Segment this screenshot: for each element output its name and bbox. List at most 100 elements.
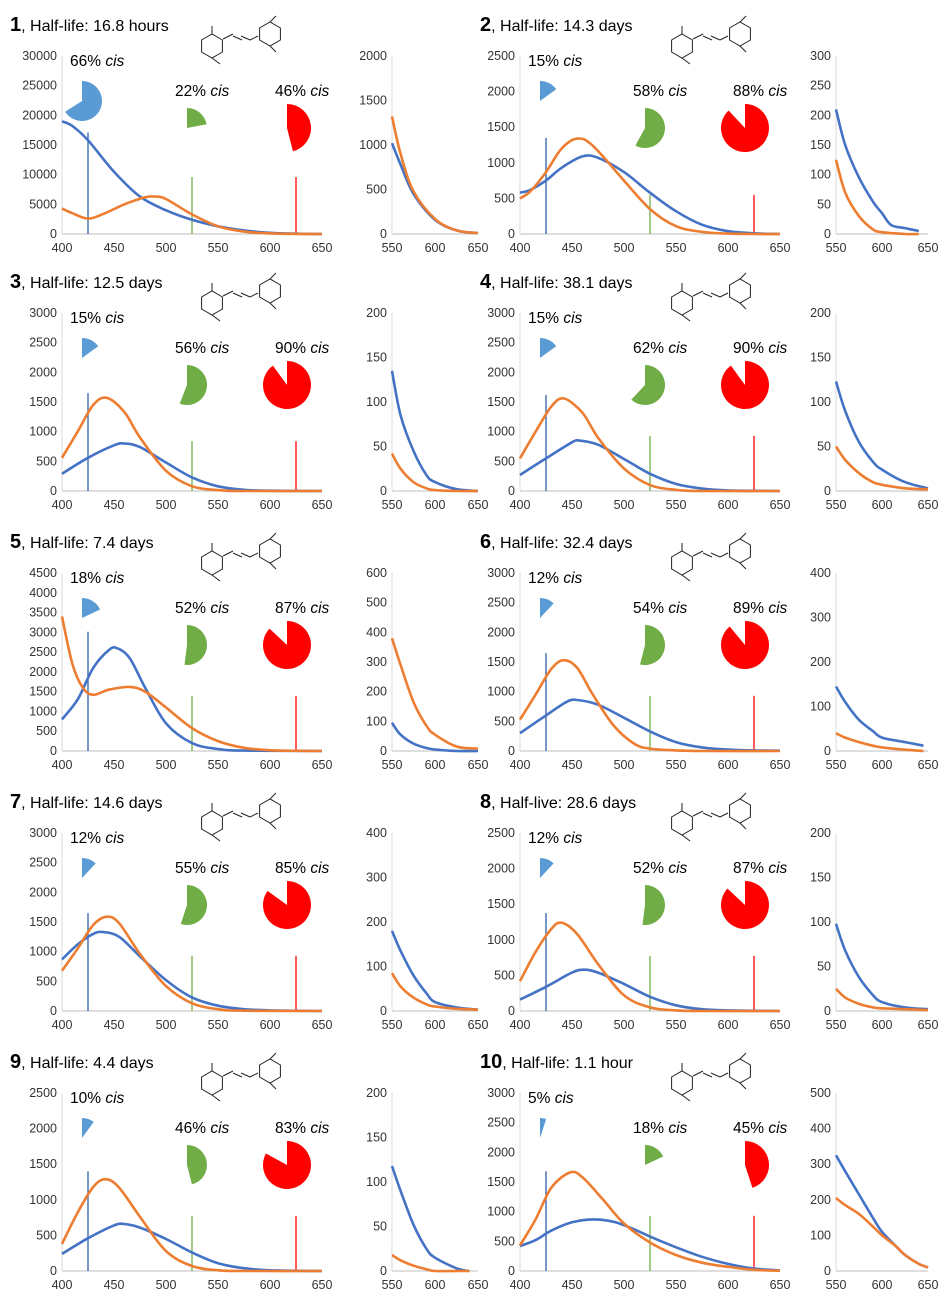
cis-percentage-label: 15% cis [528,53,583,70]
y-tick-label: 100 [810,700,831,714]
x-tick-label: 600 [425,498,446,512]
y-tick-label: 500 [366,183,387,197]
x-tick-label: 550 [666,758,687,772]
y-tick-label: 1000 [359,138,387,152]
y-tick-label: 0 [50,227,57,241]
inset-trans-line [390,370,479,493]
cis-fraction-pie [179,365,207,405]
cis-fraction-pie [540,338,557,358]
panel-title: 4, Half-life: 38.1 days [480,271,633,294]
x-tick-label: 650 [770,498,791,512]
inset-trans-line [834,1154,929,1269]
cis-percentage-label: 55% cis [175,860,230,877]
cis-percentage-label: 10% cis [70,1090,125,1107]
panel-title: 10, Half-life: 1.1 hour [480,1051,633,1074]
cis-percentage-label: 5% cis [528,1090,574,1107]
cis-percentage-label: 12% cis [70,830,125,847]
y-tick-label: 0 [824,1264,831,1278]
y-tick-label: 300 [366,655,387,669]
y-tick-label: 200 [366,1086,387,1100]
cis-spectrum-line [60,616,323,753]
x-tick-label: 550 [826,1278,847,1290]
y-tick-label: 200 [810,306,831,320]
compound-number: 5 [10,531,22,553]
half-life-text: , Half-life: 12.5 days [21,275,163,292]
y-tick-label: 2500 [29,856,57,870]
x-tick-label: 600 [425,1018,446,1032]
y-tick-label: 0 [380,1264,387,1278]
x-tick-label: 450 [562,758,583,772]
x-tick-label: 500 [156,498,177,512]
cis-fraction-pie [720,104,769,152]
x-tick-label: 400 [510,1018,531,1032]
y-tick-label: 500 [366,596,387,610]
y-tick-label: 2000 [29,1122,57,1136]
x-tick-label: 550 [666,1018,687,1032]
y-tick-label: 200 [366,685,387,699]
x-tick-label: 650 [468,1278,489,1290]
x-tick-label: 400 [510,1278,531,1290]
x-tick-label: 650 [918,498,939,512]
x-tick-label: 550 [208,758,229,772]
cis-fraction-pie [720,881,769,929]
x-tick-label: 650 [770,1278,791,1290]
x-tick-label: 400 [52,1278,73,1290]
y-tick-label: 3000 [29,625,57,639]
trans-spectrum-line [519,438,781,493]
x-tick-label: 650 [312,498,333,512]
y-tick-label: 150 [366,351,387,365]
compound-number: 10 [480,1051,503,1073]
y-tick-label: 0 [824,744,831,758]
cis-fraction-pie [642,885,666,926]
inset-cis-line [390,452,479,493]
y-tick-label: 3000 [487,1086,515,1100]
y-tick-label: 1000 [29,945,57,959]
x-tick-label: 650 [770,758,791,772]
cis-percentage-label: 85% cis [275,860,330,877]
cis-percentage-label: 89% cis [733,600,788,617]
cis-percentage-label: 58% cis [633,83,688,100]
compound-number: 2 [480,14,492,36]
x-tick-label: 650 [468,1018,489,1032]
y-tick-label: 3000 [487,566,515,580]
y-tick-label: 1000 [487,685,515,699]
y-tick-label: 0 [380,1004,387,1018]
x-tick-label: 550 [826,1018,847,1032]
x-tick-label: 450 [104,498,125,512]
y-tick-label: 200 [366,915,387,929]
y-tick-label: 4000 [29,586,57,600]
inset-cis-line [391,1253,470,1273]
panel-title: 8, Half-live: 28.6 days [480,791,636,814]
y-tick-label: 100 [366,1175,387,1189]
trans-spectrum-line [519,154,781,236]
cis-percentage-label: 52% cis [633,860,688,877]
x-tick-label: 450 [104,1278,125,1290]
cis-percentage-label: 18% cis [70,570,125,587]
y-tick-label: 1000 [29,704,57,718]
x-tick-label: 650 [918,1278,939,1290]
cis-spectrum-line [518,1170,781,1272]
cis-spectrum-line [519,137,781,236]
cis-fraction-pie [720,361,769,409]
y-tick-label: 300 [366,871,387,885]
x-tick-label: 550 [826,498,847,512]
molecule-structure-icon [671,532,751,582]
y-tick-label: 100 [366,714,387,728]
cis-fraction-pie [180,885,208,925]
cis-fraction-pie [540,81,557,101]
compound-number: 9 [10,1051,22,1073]
y-tick-label: 2500 [29,336,57,350]
y-tick-label: 500 [494,454,515,468]
y-tick-label: 10000 [22,168,57,182]
y-tick-label: 3000 [29,306,57,320]
cis-spectrum-line [60,1177,323,1273]
y-tick-label: 0 [824,1004,831,1018]
cis-percentage-label: 54% cis [633,600,688,617]
cis-percentage-label: 87% cis [275,600,330,617]
cis-percentage-label: 12% cis [528,570,583,587]
inset-trans-line [390,722,479,753]
x-tick-label: 600 [260,1278,281,1290]
y-tick-label: 100 [810,395,831,409]
